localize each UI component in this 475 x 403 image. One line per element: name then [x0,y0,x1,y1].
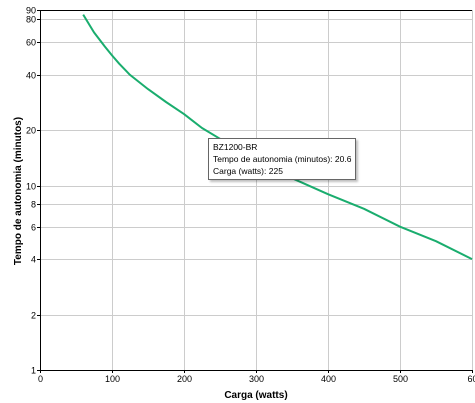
y-tick-label: 20 [26,126,36,136]
tooltip-title: BZ1200-BR [213,142,258,152]
y-tick-label: 6 [31,223,36,233]
y-tick-label: 40 [26,71,36,81]
y-tick-label: 80 [26,15,36,25]
y-tick-label: 10 [26,182,36,192]
x-tick-label: 300 [249,374,264,384]
x-tick-label: 0 [38,374,43,384]
plot-area [82,14,473,260]
y-tick-label: 4 [31,255,36,265]
y-tick-label: 60 [26,38,36,48]
x-tick-label: 100 [105,374,120,384]
y-tick-label: 8 [31,200,36,210]
y-tick-label: 1 [31,366,36,376]
y-axis-title: Tempo de autonomia (minutos) [13,117,24,265]
y-tick-label: 90 [26,6,36,16]
tooltip-load: Carga (watts): 225 [213,166,283,176]
x-axis-ticks: 0 100 200 300 400 500 60 [38,370,475,384]
x-tick-label: 500 [393,374,408,384]
grid [40,10,473,370]
x-tick-label: 60 [467,374,475,384]
x-tick-label: 200 [177,374,192,384]
x-tick-label: 400 [321,374,336,384]
tooltip-runtime: Tempo de autonomia (minutos): 20.6 [213,154,352,164]
x-axis-title: Carga (watts) [224,390,287,401]
runtime-series-line [82,14,473,260]
data-tooltip: BZ1200-BR Tempo de autonomia (minutos): … [208,138,357,180]
y-tick-label: 2 [31,311,36,321]
